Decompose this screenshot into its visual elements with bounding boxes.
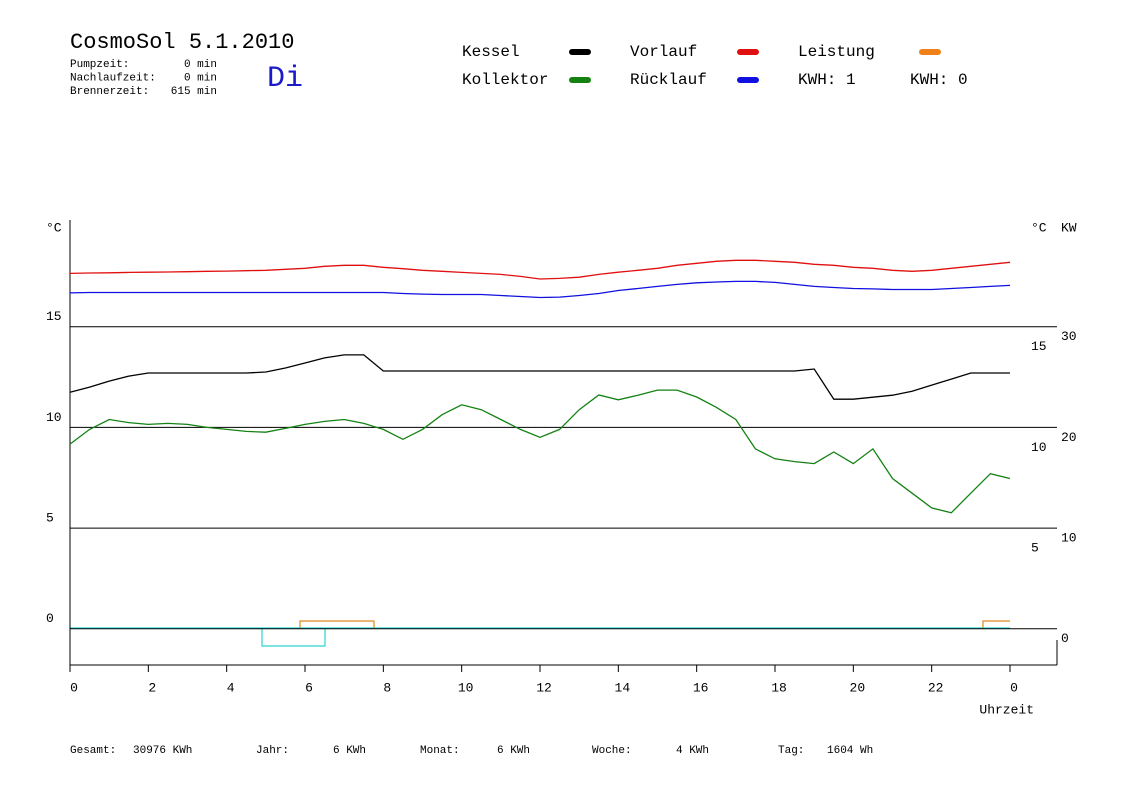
stat-label: Brennerzeit: [70,86,149,98]
y2-tick-label: 20 [1061,430,1077,445]
stat-value: 0 min [184,72,217,84]
x-tick-label: 20 [850,680,866,695]
footer-value: 1604 Wh [827,745,873,757]
x-tick-label: 6 [305,680,313,695]
footer-value: 30976 KWh [133,745,192,757]
y-tick-label: 5 [46,511,54,526]
legend-label: Vorlauf [630,43,697,61]
y-unit-right: °C [1031,220,1047,235]
x-tick-label: 16 [693,680,709,695]
stat-label: Nachlaufzeit: [70,72,156,84]
footer-label: Woche: [592,745,632,757]
x-tick-label: 4 [227,680,235,695]
y2-tick-label: 10 [1061,531,1077,546]
x-tick-label: 0 [1010,680,1018,695]
footer-label: Jahr: [256,745,289,757]
stat-label: Pumpzeit: [70,59,129,71]
stat-value: 615 min [171,86,217,98]
y2-tick-label: 30 [1061,329,1077,344]
y2-unit: KW [1061,220,1077,235]
series-line [69,354,1010,400]
legend-label: Rücklauf [630,71,707,89]
y-tick-label: 15 [46,309,62,324]
title: CosmoSol 5.1.2010 [70,30,294,55]
x-tick-label: 22 [928,680,944,695]
series-line [69,389,1011,514]
x-tick-label: 10 [458,680,474,695]
y-right-tick-label: 5 [1031,541,1039,556]
x-tick-label: 18 [771,680,787,695]
y-tick-label: 0 [46,611,54,626]
footer-label: Monat: [420,745,460,757]
y2-tick-label: 0 [1061,631,1069,646]
day: Di [267,62,303,96]
footer-label: Gesamt: [70,745,116,757]
x-label: Uhrzeit [979,702,1034,717]
x-tick-label: 8 [383,680,391,695]
x-tick-label: 12 [536,680,552,695]
y-tick-label: 10 [46,410,62,425]
legend-label: Kessel [462,43,520,61]
x-tick-label: 14 [615,680,631,695]
legend-label: Kollektor [462,71,548,89]
kwh-label: KWH: 1 [798,71,856,89]
footer-label: Tag: [778,745,804,757]
y-right-tick-label: 15 [1031,339,1047,354]
legend-label: Leistung [798,43,875,61]
pump-indicator [70,620,1010,647]
y-right-tick-label: 10 [1031,440,1047,455]
footer-value: 6 KWh [333,745,366,757]
series-line [69,280,1011,299]
footer-value: 4 KWh [676,745,709,757]
series-line [69,259,1011,280]
x-tick-label: 2 [148,680,156,695]
footer-value: 6 KWh [497,745,530,757]
kwh-label: KWH: 0 [910,71,968,89]
y-unit: °C [46,220,62,235]
x-tick-label: 0 [70,680,78,695]
stat-value: 0 min [184,59,217,71]
